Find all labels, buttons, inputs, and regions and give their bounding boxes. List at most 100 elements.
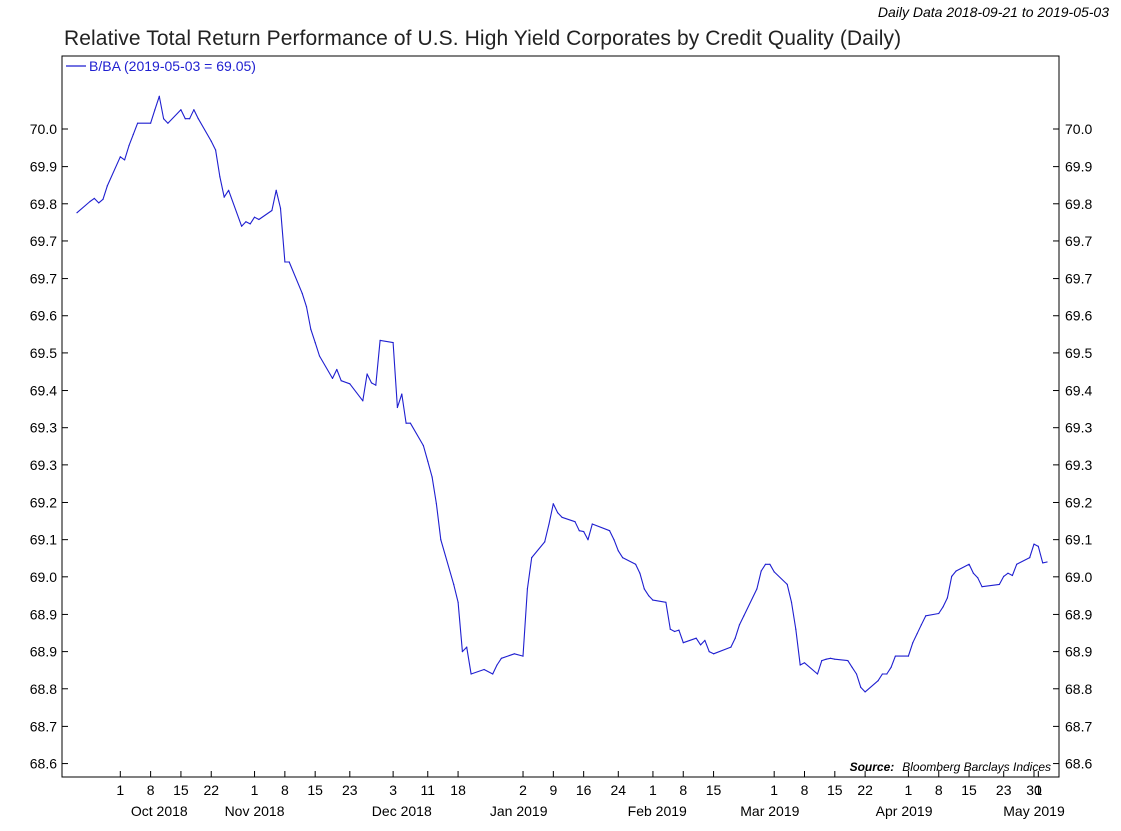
- y-tick-label-right: 69.1: [1065, 532, 1092, 548]
- data-point: [275, 189, 277, 191]
- data-point: [981, 586, 983, 588]
- data-point: [700, 644, 702, 646]
- y-tick-label-left: 68.9: [30, 606, 57, 622]
- data-point: [790, 601, 793, 603]
- data-point: [764, 563, 767, 565]
- date-range-label: Daily Data 2018-09-21 to 2019-05-03: [877, 4, 1109, 20]
- data-point: [881, 673, 884, 675]
- data-point: [1003, 575, 1005, 578]
- y-tick-label-right: 68.6: [1065, 756, 1092, 772]
- x-tick-label: 1: [649, 782, 657, 798]
- plot-area-border: [61, 55, 1060, 778]
- y-tick-label-left: 69.3: [30, 420, 57, 436]
- data-point: [106, 185, 108, 187]
- data-point: [258, 218, 260, 221]
- y-tick-label-left: 68.6: [30, 756, 57, 772]
- x-month-label: Oct 2018: [131, 803, 188, 819]
- data-point: [1007, 572, 1009, 574]
- data-point: [241, 225, 243, 227]
- data-point: [972, 572, 975, 574]
- data-point: [756, 588, 758, 590]
- x-tick-label: 1: [770, 782, 778, 798]
- y-tick-label-left: 69.7: [30, 233, 57, 249]
- x-tick-label: 1: [1034, 782, 1042, 798]
- data-point: [470, 673, 472, 675]
- source-value: Bloomberg Barclays Indices: [902, 760, 1051, 774]
- x-month-label: Feb 2019: [628, 803, 687, 819]
- x-tick-label: 15: [307, 782, 323, 798]
- y-tick-label-right: 69.0: [1065, 569, 1092, 585]
- data-point: [223, 196, 225, 198]
- data-point: [340, 380, 342, 382]
- data-point: [336, 368, 338, 371]
- y-tick-label-left: 68.8: [30, 681, 57, 697]
- y-tick-label-right: 68.9: [1065, 606, 1092, 622]
- data-point: [907, 655, 910, 657]
- data-point: [305, 306, 308, 308]
- data-point: [998, 583, 1001, 586]
- y-tick-label-left: 69.1: [30, 532, 57, 548]
- data-point: [370, 382, 373, 384]
- data-point: [379, 339, 381, 341]
- data-point: [591, 523, 593, 525]
- y-tick-label-left: 68.7: [30, 718, 57, 734]
- data-point: [1037, 545, 1039, 548]
- y-tick-label-left: 68.9: [30, 644, 57, 660]
- data-point: [825, 658, 827, 660]
- data-point: [773, 571, 775, 573]
- data-point: [730, 646, 732, 648]
- data-point: [1033, 543, 1035, 545]
- data-point: [648, 595, 650, 597]
- data-point: [890, 666, 892, 668]
- data-point: [851, 666, 853, 668]
- data-point: [288, 261, 290, 263]
- data-point: [310, 328, 312, 330]
- y-tick-label-left: 69.5: [30, 345, 57, 361]
- x-tick-label: 23: [996, 782, 1012, 798]
- data-point: [500, 657, 502, 659]
- data-point: [886, 673, 888, 675]
- y-tick-label-right: 69.6: [1065, 308, 1092, 324]
- data-point: [427, 460, 429, 462]
- y-tick-label-left: 69.8: [30, 196, 57, 212]
- data-point: [669, 628, 671, 630]
- x-month-label: Nov 2018: [225, 803, 285, 819]
- x-tick-label: 15: [706, 782, 722, 798]
- data-point: [578, 530, 580, 532]
- data-point: [834, 658, 836, 660]
- data-point: [803, 662, 806, 664]
- x-tick-label: 8: [679, 782, 687, 798]
- data-point: [708, 651, 710, 653]
- data-point: [76, 212, 78, 214]
- data-point: [150, 122, 152, 124]
- data-point: [483, 668, 485, 671]
- data-point: [366, 373, 368, 375]
- data-point: [613, 539, 615, 541]
- data-point: [912, 642, 914, 644]
- data-point: [314, 342, 316, 344]
- data-point: [795, 628, 797, 630]
- x-month-label: Jan 2019: [490, 803, 548, 819]
- data-point: [951, 575, 953, 578]
- x-tick-label: 1: [251, 782, 259, 798]
- data-point: [799, 664, 801, 666]
- data-point: [678, 629, 680, 631]
- data-point: [1011, 574, 1014, 577]
- data-point: [422, 445, 424, 447]
- data-point: [916, 633, 918, 635]
- data-point: [734, 637, 736, 639]
- data-point: [682, 642, 684, 644]
- data-point: [609, 530, 611, 532]
- data-point: [955, 570, 957, 572]
- y-tick-label-right: 69.7: [1065, 271, 1092, 287]
- data-point: [392, 342, 394, 344]
- x-tick-label: 15: [827, 782, 843, 798]
- data-point: [1016, 563, 1018, 565]
- series-line-b-ba: [76, 95, 1048, 693]
- data-point: [435, 503, 437, 505]
- data-point: [253, 216, 256, 218]
- data-point: [552, 503, 554, 505]
- x-tick-label: 22: [857, 782, 873, 798]
- x-tick-label: 16: [576, 782, 592, 798]
